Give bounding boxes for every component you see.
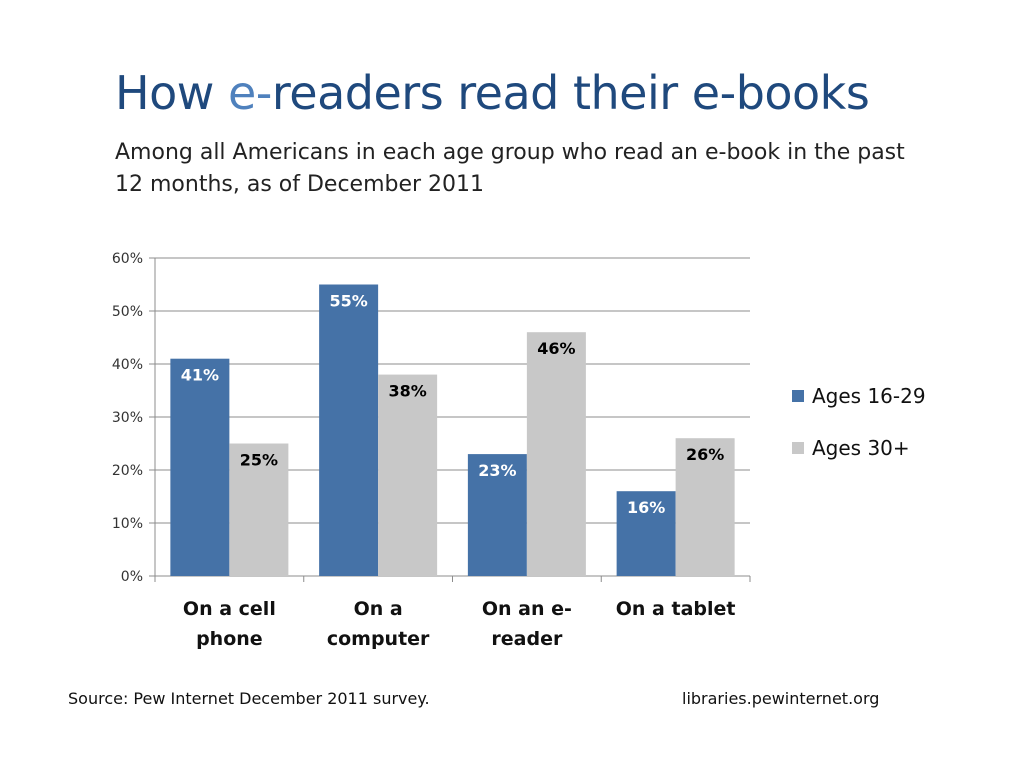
- bar: [319, 284, 379, 576]
- legend-swatch-ages-16-29: [792, 390, 804, 402]
- bar: [229, 443, 289, 576]
- data-label: 55%: [329, 292, 367, 311]
- y-tick-label: 60%: [112, 251, 143, 267]
- title-start: How: [115, 66, 228, 120]
- x-tick-label: reader: [491, 628, 563, 650]
- source-note: Source: Pew Internet December 2011 surve…: [68, 689, 430, 708]
- bar: [675, 438, 735, 576]
- title-end: readers read their e-books: [271, 66, 870, 120]
- site-url: libraries.pewinternet.org: [682, 689, 880, 708]
- data-label: 46%: [537, 339, 575, 358]
- bar: [616, 491, 676, 576]
- y-tick-label: 20%: [112, 463, 143, 479]
- y-tick-label: 40%: [112, 357, 143, 373]
- y-tick-label: 50%: [112, 304, 143, 320]
- bar: [467, 454, 527, 576]
- data-label: 23%: [478, 461, 516, 480]
- bar: [378, 374, 438, 576]
- page-title: How e-readers read their e-books: [115, 66, 870, 120]
- data-label: 26%: [686, 445, 724, 464]
- bar: [526, 332, 586, 576]
- data-label: 41%: [181, 366, 219, 385]
- y-tick-label: 0%: [121, 569, 143, 585]
- title-accent: e-: [227, 66, 272, 120]
- x-tick-label: On a tablet: [616, 598, 736, 620]
- subtitle: Among all Americans in each age group wh…: [115, 140, 905, 197]
- legend-item-ages-30-plus: Ages 30+: [792, 432, 926, 464]
- chart-legend: Ages 16-29 Ages 30+: [792, 380, 926, 484]
- legend-swatch-ages-30-plus: [792, 442, 804, 454]
- legend-label-ages-30-plus: Ages 30+: [812, 436, 910, 460]
- legend-label-ages-16-29: Ages 16-29: [812, 384, 926, 408]
- data-label: 16%: [627, 498, 665, 517]
- x-tick-label: On a: [354, 598, 403, 620]
- y-tick-label: 30%: [112, 410, 143, 426]
- bar: [170, 358, 230, 576]
- x-tick-label: On an e-: [482, 598, 572, 620]
- y-tick-label: 10%: [112, 516, 143, 532]
- x-tick-label: computer: [327, 628, 430, 650]
- x-tick-label: On a cell: [183, 598, 276, 620]
- data-label: 38%: [388, 382, 426, 401]
- x-tick-label: phone: [196, 628, 263, 650]
- legend-item-ages-16-29: Ages 16-29: [792, 380, 926, 412]
- data-label: 25%: [240, 451, 278, 470]
